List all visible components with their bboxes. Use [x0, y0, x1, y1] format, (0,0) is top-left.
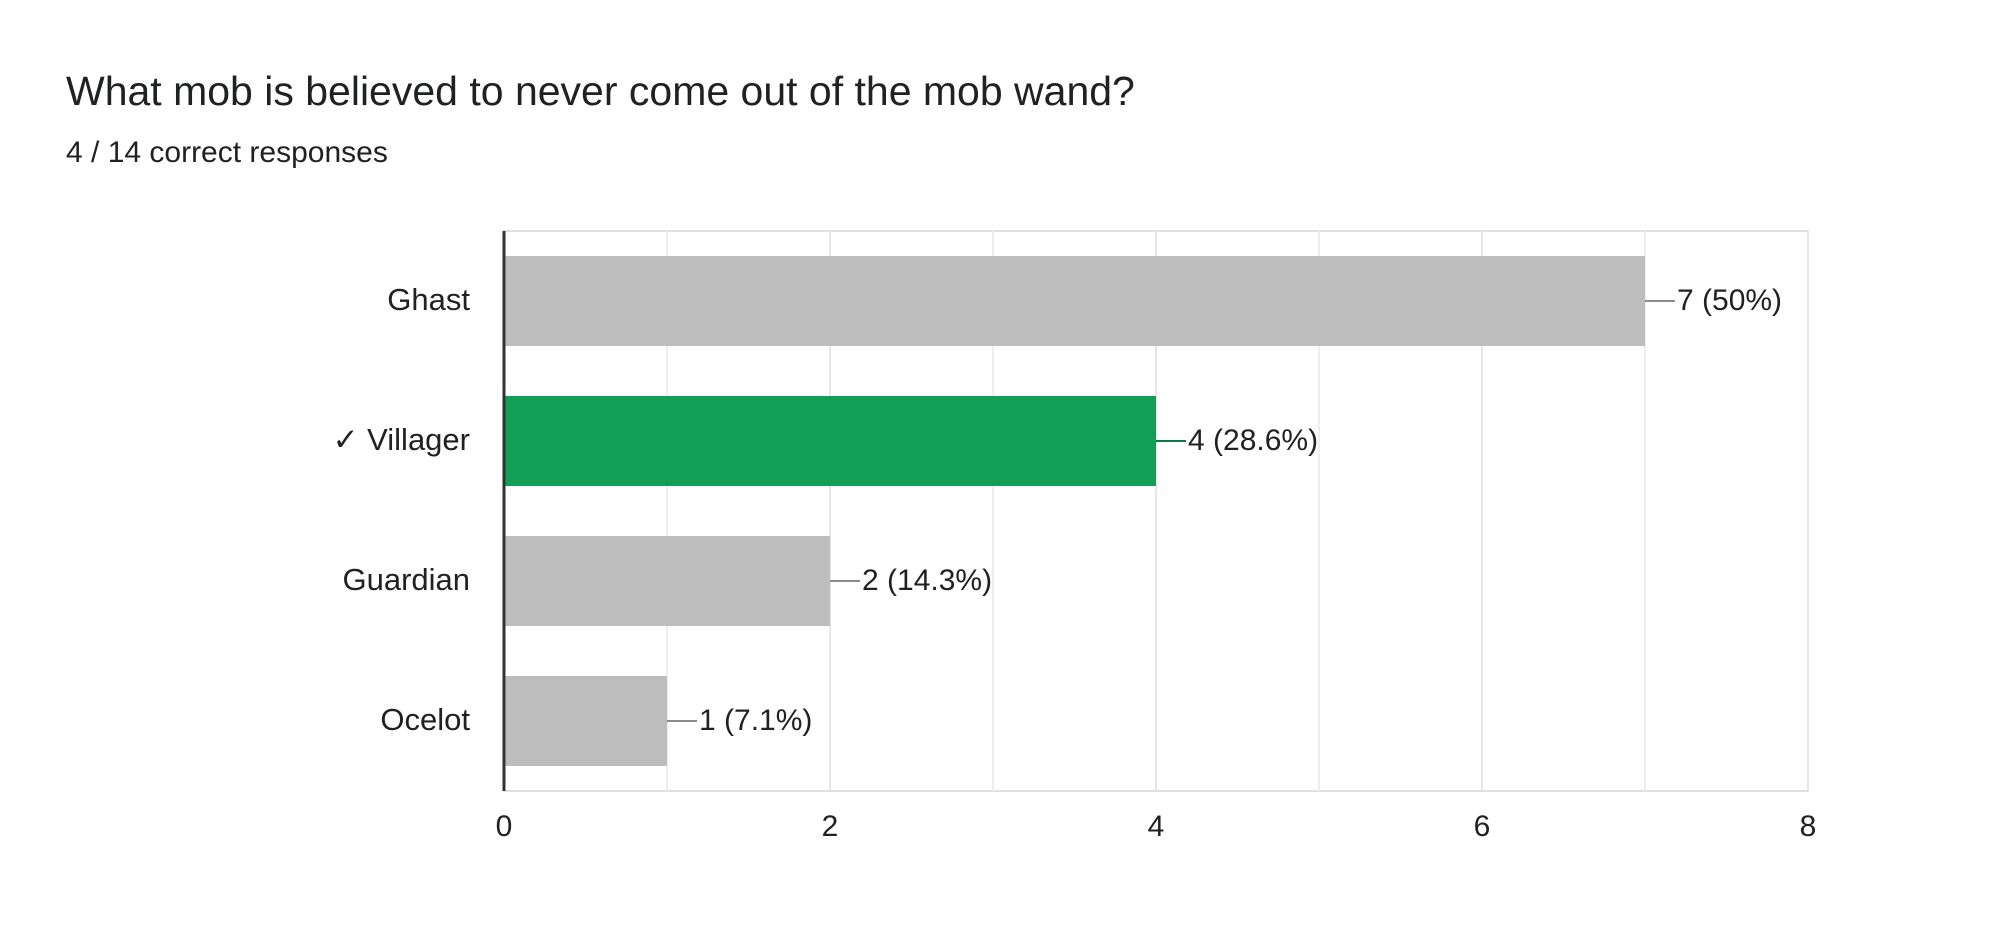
y-tick-label: Guardian [342, 562, 470, 597]
bar [504, 396, 1156, 486]
value-label: 2 (14.3%) [862, 564, 992, 597]
chart-title: What mob is believed to never come out o… [66, 68, 1135, 114]
bar [504, 256, 1645, 346]
x-tick-label: 6 [1474, 810, 1491, 843]
chart-subtitle: 4 / 14 correct responses [66, 136, 388, 169]
x-tick-label: 4 [1148, 810, 1165, 843]
y-tick-label: ✓ Villager [333, 422, 470, 457]
x-tick-label: 0 [496, 810, 513, 843]
value-label: 7 (50%) [1677, 284, 1782, 317]
value-label: 1 (7.1%) [699, 704, 812, 737]
bar [504, 536, 830, 626]
x-tick-label: 2 [822, 810, 839, 843]
y-tick-label: Ghast [387, 282, 470, 317]
bar [504, 676, 667, 766]
y-tick-label: Ocelot [380, 702, 470, 737]
x-tick-label: 8 [1800, 810, 1817, 843]
value-label: 4 (28.6%) [1188, 424, 1318, 457]
